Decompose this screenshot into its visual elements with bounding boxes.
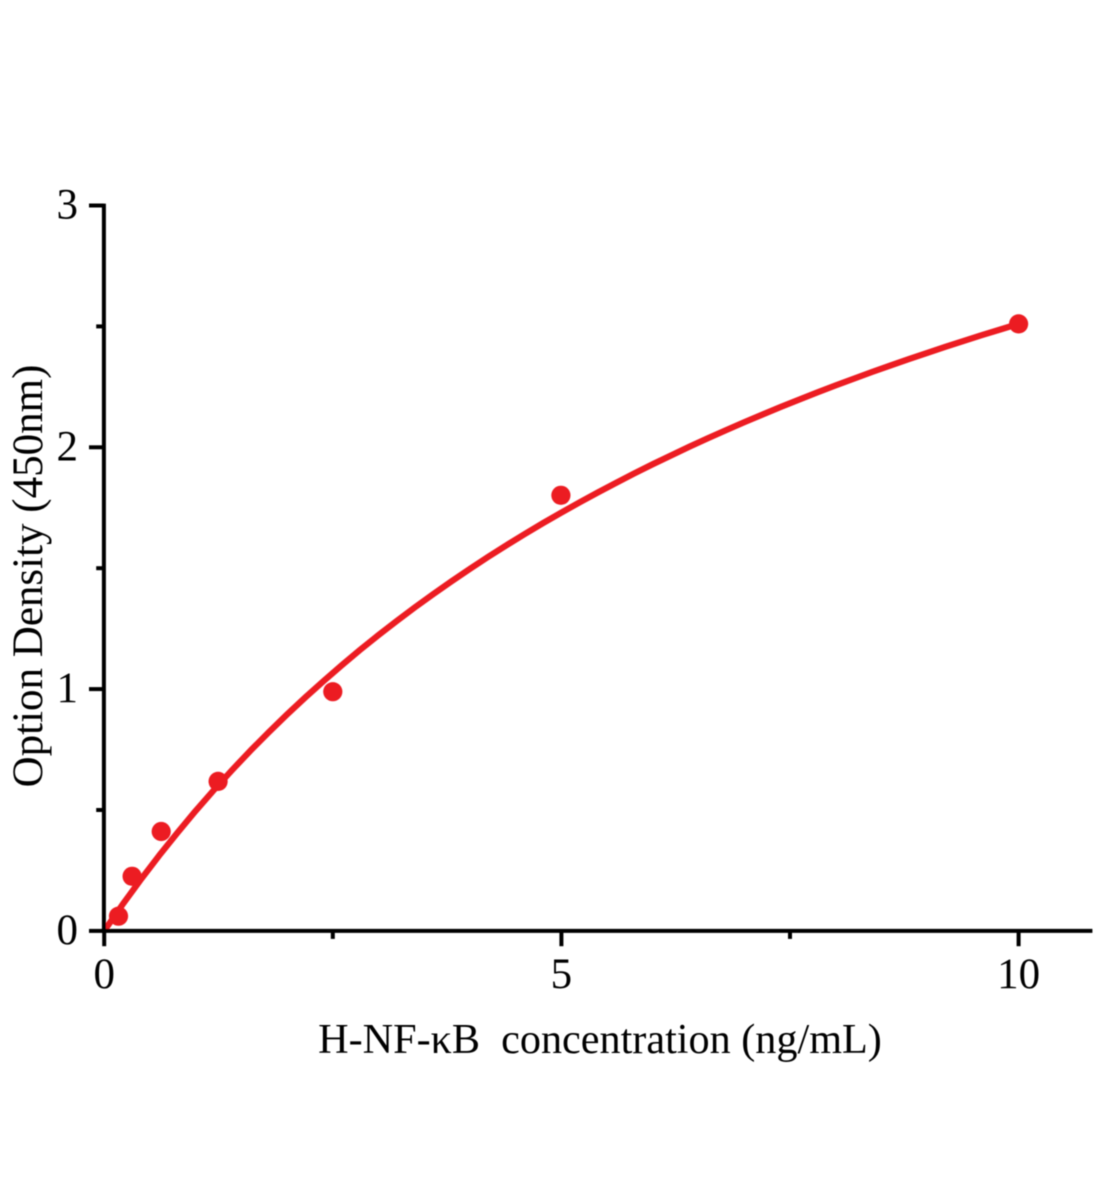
svg-text:0: 0 xyxy=(57,907,79,954)
svg-text:Option Density (450nm): Option Density (450nm) xyxy=(5,365,52,788)
svg-text:0: 0 xyxy=(93,951,115,998)
svg-text:2: 2 xyxy=(57,423,79,470)
svg-text:1: 1 xyxy=(57,665,79,712)
svg-text:3: 3 xyxy=(57,182,79,229)
svg-text:5: 5 xyxy=(551,951,573,998)
svg-text:H-NF-κB concentration (ng/mL): H-NF-κB concentration (ng/mL) xyxy=(318,1016,882,1063)
svg-text:10: 10 xyxy=(997,951,1040,998)
